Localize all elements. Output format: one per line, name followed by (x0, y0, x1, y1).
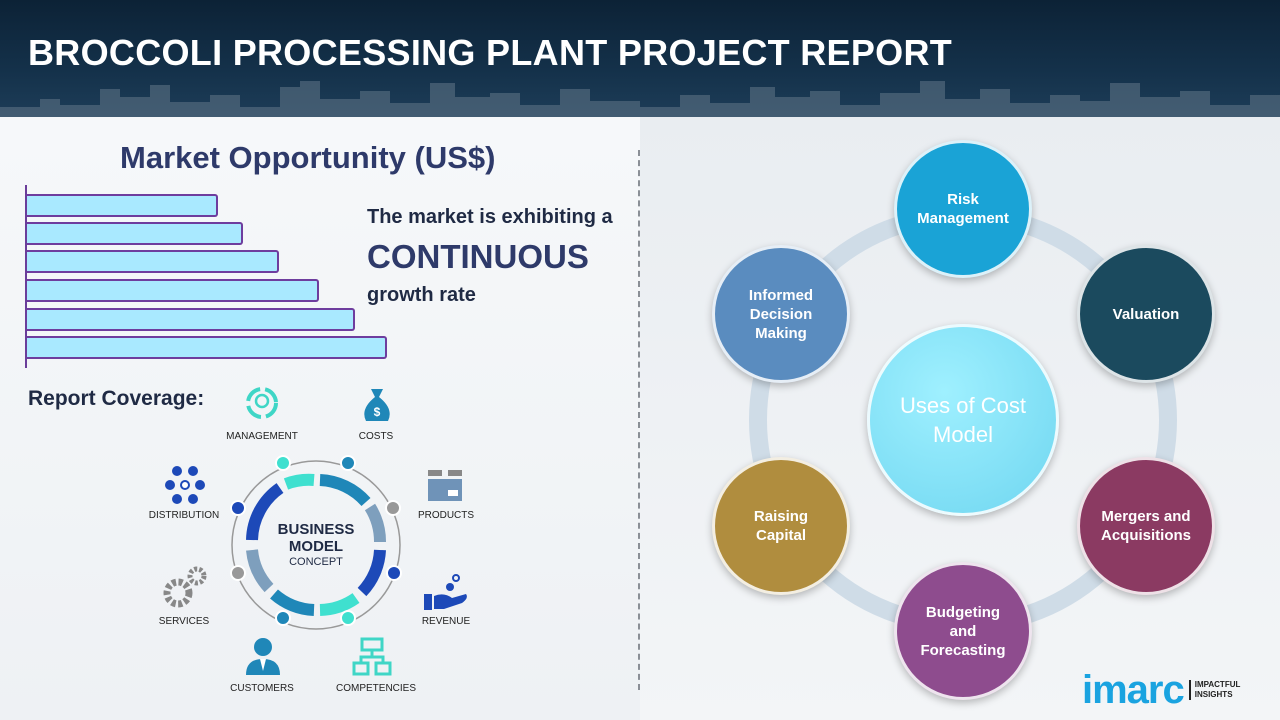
market-bar (27, 250, 279, 273)
market-bar (27, 279, 319, 302)
imarc-logo: imarc IMPACTFUL INSIGHTS (1082, 668, 1241, 712)
market-bar (27, 336, 387, 359)
report-coverage-title: Report Coverage: (28, 387, 205, 410)
concept-text: CONCEPT (289, 556, 343, 568)
use-circle: Valuation (1077, 245, 1215, 383)
customer-person-icon (246, 638, 280, 675)
money-bag-icon: $ (364, 389, 390, 421)
coverage-label-services: SERVICES (158, 616, 210, 627)
growth-text-line1: The market is exhibiting a (367, 206, 613, 228)
market-bar (27, 222, 243, 245)
use-circle: Mergers and Acquisitions (1077, 457, 1215, 595)
coverage-label-revenue: REVENUE (421, 616, 471, 627)
growth-text-emphasis: CONTINUOUS (367, 238, 589, 275)
use-circle: Budgeting and Forecasting (894, 562, 1032, 700)
products-box-icon (428, 470, 462, 501)
uses-center-circle: Uses of Cost Model (867, 324, 1059, 516)
growth-text-line3: growth rate (367, 284, 476, 306)
coverage-label-customers: CUSTOMERS (230, 683, 294, 694)
model-text: MODEL (289, 538, 343, 555)
market-bar (27, 308, 355, 331)
bar-axis (25, 185, 27, 368)
coverage-label-competencies: COMPETENCIES (335, 683, 417, 694)
competencies-hierarchy-icon (352, 637, 392, 676)
management-icon (246, 387, 278, 419)
market-bar (27, 194, 218, 217)
use-circle: Informed Decision Making (712, 245, 850, 383)
distribution-network-icon (165, 466, 205, 504)
business-model-ring: BUSINESS MODEL CONCEPT (230, 455, 402, 630)
coverage-label-management: MANAGEMENT (226, 431, 298, 442)
services-gears-icon (163, 566, 207, 608)
revenue-hand-icon (424, 574, 467, 610)
page-title: BROCCOLI PROCESSING PLANT PROJECT REPORT (28, 32, 953, 73)
svg-text:$: $ (374, 405, 381, 419)
use-circle: Risk Management (894, 140, 1032, 278)
use-circle: Raising Capital (712, 457, 850, 595)
city-skyline-graphic (0, 81, 1280, 117)
section-divider (638, 150, 640, 690)
coverage-label-products: PRODUCTS (417, 510, 475, 521)
left-panel (0, 117, 640, 720)
coverage-label-costs: COSTS (358, 431, 394, 442)
business-text: BUSINESS (278, 521, 355, 538)
header-banner: BROCCOLI PROCESSING PLANT PROJECT REPORT (0, 0, 1280, 117)
coverage-label-distribution: DISTRIBUTION (148, 510, 220, 521)
market-opportunity-title: Market Opportunity (US$) (120, 140, 496, 175)
